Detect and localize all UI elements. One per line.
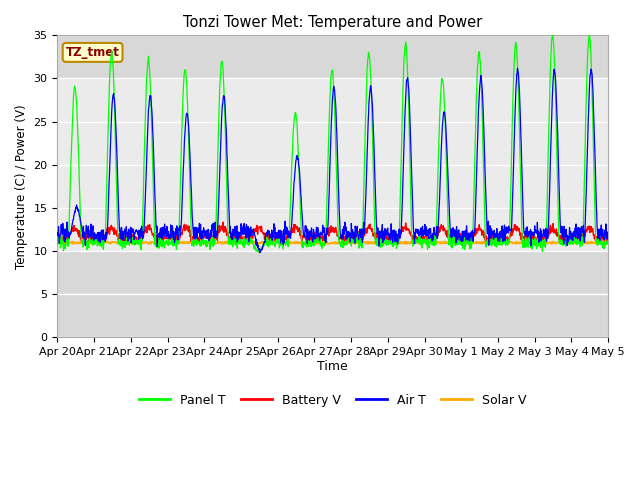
Text: TZ_tmet: TZ_tmet: [66, 46, 120, 59]
Title: Tonzi Tower Met: Temperature and Power: Tonzi Tower Met: Temperature and Power: [183, 15, 483, 30]
Bar: [58, 78, 608, 251]
X-axis label: Time: Time: [317, 360, 348, 372]
Y-axis label: Temperature (C) / Power (V): Temperature (C) / Power (V): [15, 104, 28, 268]
Legend: Panel T, Battery V, Air T, Solar V: Panel T, Battery V, Air T, Solar V: [134, 389, 532, 412]
